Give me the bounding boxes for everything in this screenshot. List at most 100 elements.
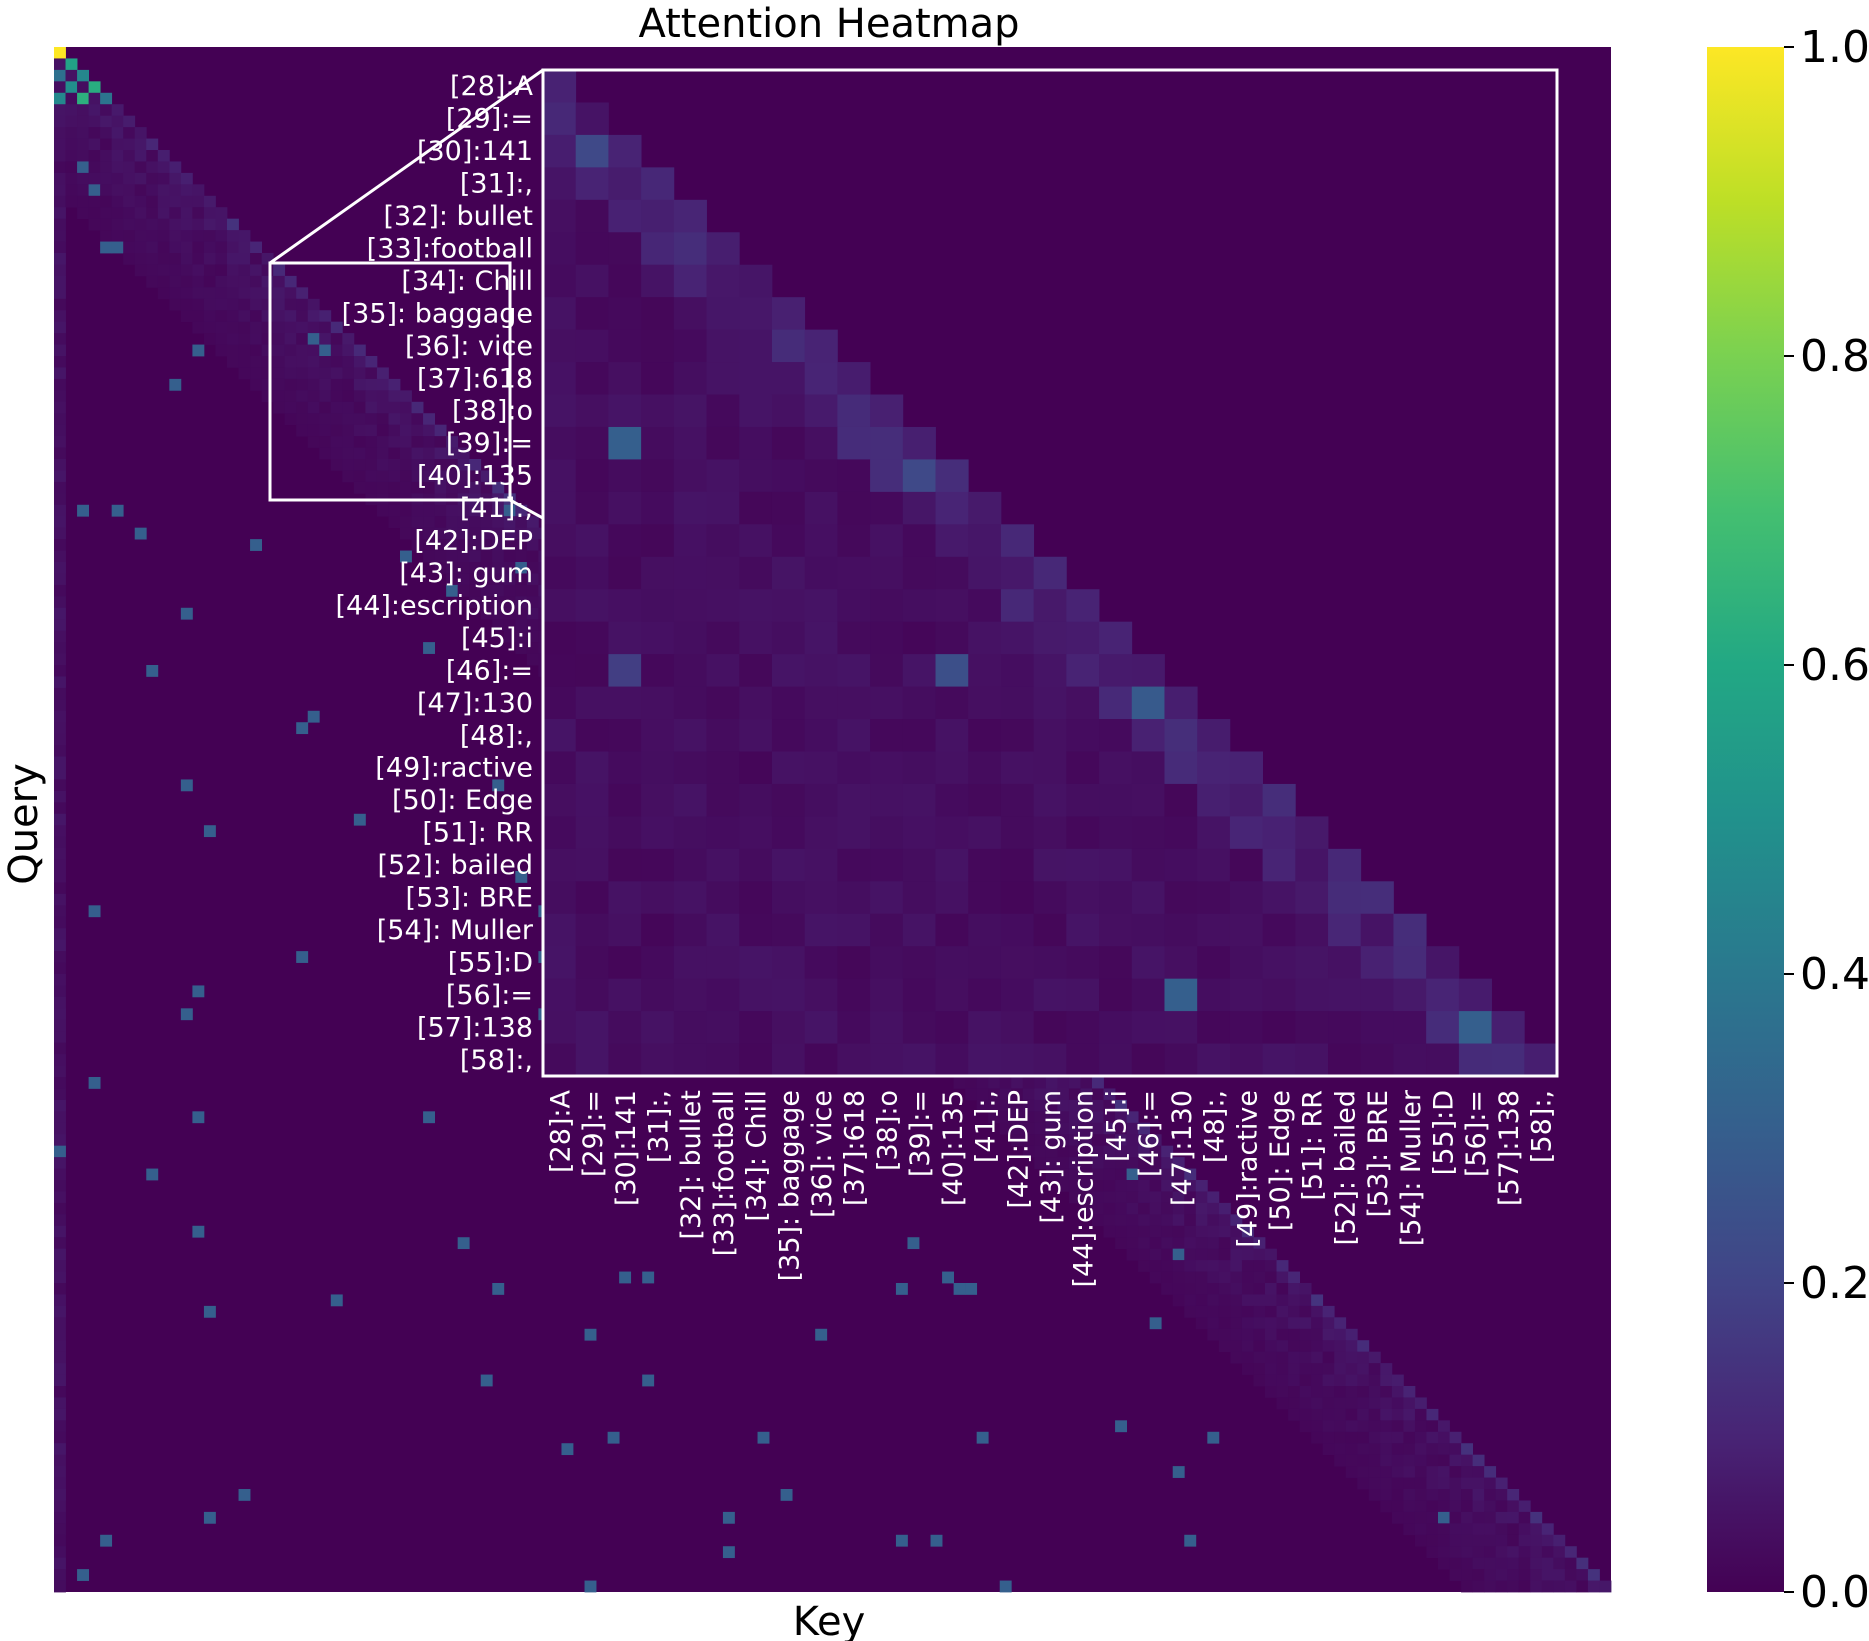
heatmap-cell bbox=[480, 481, 493, 494]
heatmap-cell bbox=[65, 172, 78, 185]
heatmap-cell bbox=[411, 504, 424, 517]
heatmap-cell bbox=[1484, 1546, 1497, 1559]
heatmap-cell bbox=[54, 253, 66, 265]
heatmap-cell bbox=[54, 1168, 66, 1181]
inset-key-tick-label: [56]:= bbox=[1461, 1090, 1492, 1177]
heatmap-cell bbox=[434, 459, 447, 471]
inset-cell bbox=[1164, 1043, 1198, 1077]
heatmap-cell bbox=[77, 1569, 89, 1581]
heatmap-cell bbox=[1403, 1523, 1416, 1536]
heatmap-cell bbox=[526, 562, 539, 574]
inset-cell bbox=[608, 589, 642, 623]
heatmap-cell bbox=[54, 481, 66, 494]
heatmap-cell bbox=[134, 218, 147, 231]
heatmap-cell bbox=[1518, 1569, 1531, 1581]
heatmap-cell bbox=[503, 504, 516, 517]
inset-cell bbox=[608, 913, 642, 947]
inset-query-tick-label: [45]:i bbox=[461, 623, 533, 654]
heatmap-cell bbox=[1253, 1305, 1266, 1318]
heatmap-cell bbox=[192, 264, 205, 277]
heatmap-cell bbox=[1161, 1271, 1174, 1284]
heatmap-cell bbox=[1115, 1420, 1127, 1433]
inset-cell bbox=[1360, 946, 1394, 980]
heatmap-cell bbox=[1218, 1260, 1231, 1272]
inset-cell bbox=[706, 524, 740, 558]
inset-cell bbox=[575, 848, 609, 882]
heatmap-cell bbox=[446, 573, 459, 586]
inset-cell bbox=[641, 524, 675, 558]
heatmap-cell bbox=[111, 195, 124, 208]
heatmap-cell bbox=[526, 539, 539, 551]
heatmap-cell bbox=[411, 539, 424, 551]
heatmap-cell bbox=[1149, 1271, 1162, 1284]
heatmap-cell bbox=[88, 207, 101, 220]
heatmap-cell bbox=[250, 275, 262, 288]
inset-cell bbox=[804, 394, 838, 428]
heatmap-cell bbox=[1322, 1340, 1335, 1353]
heatmap-cell bbox=[1195, 1191, 1208, 1204]
inset-query-tick-label: [54]: Muller bbox=[377, 915, 534, 946]
heatmap-cell bbox=[1391, 1500, 1404, 1513]
heatmap-cell bbox=[1438, 1420, 1450, 1433]
heatmap-cell bbox=[54, 1397, 66, 1410]
heatmap-cell bbox=[261, 253, 274, 265]
heatmap-cell bbox=[1414, 1454, 1427, 1467]
heatmap-cell bbox=[446, 447, 459, 460]
heatmap-cell bbox=[353, 413, 366, 426]
heatmap-cell bbox=[584, 1580, 597, 1593]
inset-cell bbox=[543, 751, 577, 785]
heatmap-cell bbox=[1207, 1260, 1220, 1272]
heatmap-cell bbox=[480, 1374, 493, 1387]
inset-cell bbox=[1066, 816, 1100, 850]
inset-cell bbox=[837, 816, 871, 850]
heatmap-cell bbox=[227, 230, 239, 242]
heatmap-cell bbox=[400, 413, 412, 426]
inset-cell bbox=[673, 654, 707, 687]
inset-cell bbox=[935, 459, 969, 493]
heatmap-cell bbox=[54, 1077, 66, 1089]
heatmap-cell bbox=[457, 459, 470, 471]
heatmap-cell bbox=[54, 1580, 66, 1593]
heatmap-cell bbox=[1414, 1397, 1427, 1410]
heatmap-cell bbox=[77, 207, 89, 220]
inset-cell bbox=[837, 426, 871, 460]
inset-cell bbox=[1000, 621, 1035, 655]
inset-cell bbox=[1491, 1043, 1525, 1077]
heatmap-cell bbox=[1311, 1386, 1324, 1398]
heatmap-cell bbox=[192, 298, 205, 311]
inset-key-tick-label: [48]:, bbox=[1200, 1090, 1231, 1163]
heatmap-cell bbox=[1311, 1340, 1324, 1353]
heatmap-cell bbox=[423, 550, 435, 563]
heatmap-cell bbox=[54, 1122, 66, 1135]
heatmap-cell bbox=[134, 253, 147, 265]
heatmap-cell bbox=[157, 195, 170, 208]
heatmap-cell bbox=[1391, 1466, 1404, 1478]
heatmap-cell bbox=[1138, 1225, 1151, 1238]
heatmap-cell bbox=[296, 356, 309, 368]
heatmap-cell bbox=[515, 504, 528, 517]
heatmap-cell bbox=[54, 58, 66, 71]
heatmap-cell bbox=[999, 1077, 1012, 1089]
inset-cell bbox=[575, 426, 609, 460]
heatmap-cell bbox=[1138, 1191, 1151, 1204]
heatmap-cell bbox=[307, 378, 320, 391]
inset-key-tick-label: [40]:135 bbox=[938, 1090, 969, 1206]
heatmap-cell bbox=[423, 642, 435, 654]
heatmap-cell bbox=[1438, 1546, 1450, 1559]
heatmap-cell bbox=[1530, 1557, 1543, 1570]
heatmap-cell bbox=[1576, 1569, 1589, 1581]
heatmap-cell bbox=[1288, 1363, 1300, 1375]
heatmap-cell bbox=[54, 413, 66, 426]
inset-cell bbox=[706, 329, 740, 363]
heatmap-cell bbox=[77, 92, 89, 105]
heatmap-cell bbox=[1276, 1374, 1289, 1387]
inset-cell bbox=[543, 621, 577, 655]
inset-cell bbox=[1262, 848, 1296, 882]
heatmap-cell bbox=[1334, 1420, 1347, 1433]
heatmap-cell bbox=[1149, 1180, 1162, 1192]
inset-cell bbox=[1197, 946, 1231, 980]
heatmap-cell bbox=[157, 241, 170, 254]
heatmap-cell bbox=[515, 516, 528, 529]
heatmap-cell bbox=[1553, 1534, 1566, 1547]
inset-cell bbox=[673, 848, 707, 882]
